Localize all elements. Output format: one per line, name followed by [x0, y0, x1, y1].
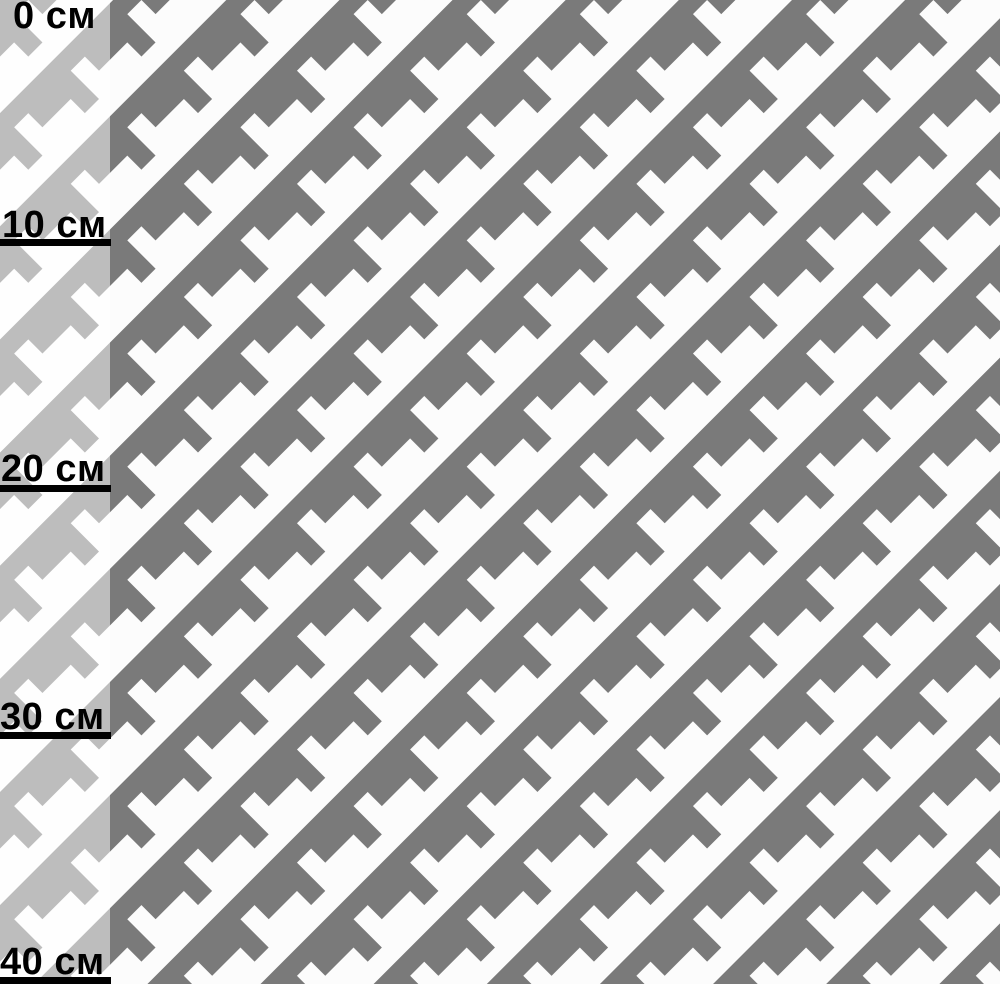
- ruler-label-0cm: 0 см: [13, 0, 96, 37]
- ruler-tick-40cm: [0, 977, 111, 984]
- ruler-label-30cm: 30 см: [0, 696, 105, 738]
- ruler-strip-overlay: [0, 0, 110, 984]
- ruler-tick-10cm: [0, 239, 111, 246]
- ruler-label-20cm: 20 см: [1, 448, 106, 490]
- ruler-tick-30cm: [0, 732, 111, 739]
- ruler-label-10cm: 10 см: [2, 204, 107, 246]
- ruler-label-40cm: 40 см: [0, 941, 105, 983]
- measurement-ruler: 0 см 10 см 20 см 30 см 40 см: [0, 0, 120, 984]
- ruler-tick-20cm: [0, 485, 111, 492]
